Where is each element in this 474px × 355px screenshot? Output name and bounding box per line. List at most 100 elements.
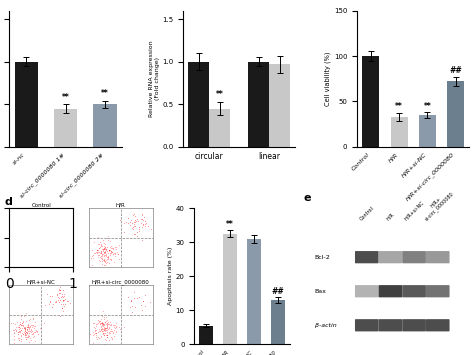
- Point: [56, 290, 64, 296]
- Point: [97, 256, 105, 261]
- Point: [101, 326, 109, 332]
- Point: [40, 320, 47, 326]
- Point: [23, 324, 31, 330]
- Point: [105, 247, 112, 252]
- Point: [102, 326, 110, 331]
- Point: [27, 337, 35, 342]
- Point: [105, 321, 112, 327]
- Point: [30, 255, 38, 260]
- Point: [100, 257, 108, 263]
- Point: [108, 250, 115, 255]
- Point: [100, 330, 108, 335]
- Bar: [199, 326, 213, 344]
- Point: [100, 332, 108, 338]
- Point: [97, 326, 104, 332]
- Point: [13, 258, 21, 264]
- Point: [21, 246, 28, 252]
- Point: [56, 297, 64, 303]
- Point: [24, 329, 31, 335]
- Point: [99, 332, 107, 337]
- Point: [20, 242, 28, 248]
- Point: [113, 320, 120, 326]
- Point: [9, 246, 17, 252]
- Point: [25, 248, 32, 253]
- Point: [131, 220, 139, 225]
- Point: [105, 324, 112, 330]
- Point: [24, 256, 32, 262]
- Point: [26, 249, 34, 255]
- Point: [18, 261, 26, 267]
- Point: [97, 250, 105, 256]
- Point: [92, 334, 100, 340]
- Point: [109, 246, 117, 252]
- Point: [28, 324, 36, 330]
- Point: [17, 247, 24, 252]
- Point: [137, 220, 145, 225]
- Point: [24, 250, 31, 255]
- Point: [19, 252, 27, 257]
- FancyBboxPatch shape: [355, 251, 379, 263]
- Point: [95, 329, 102, 335]
- Point: [108, 250, 116, 255]
- Y-axis label: Relative RNA expression
(Fold change): Relative RNA expression (Fold change): [149, 40, 160, 117]
- Point: [101, 319, 109, 324]
- Title: H/R+si-NC: H/R+si-NC: [27, 280, 55, 285]
- Point: [25, 227, 33, 233]
- Point: [106, 244, 114, 250]
- Point: [124, 220, 132, 226]
- Point: [129, 226, 137, 232]
- Point: [99, 256, 106, 262]
- Point: [20, 253, 27, 259]
- Bar: [271, 300, 285, 344]
- Point: [9, 327, 17, 332]
- Point: [105, 254, 112, 260]
- Point: [16, 319, 24, 325]
- Point: [29, 250, 36, 256]
- Point: [100, 327, 108, 333]
- Point: [23, 253, 30, 258]
- Point: [100, 324, 108, 329]
- Point: [99, 308, 107, 314]
- Point: [100, 332, 108, 338]
- Point: [24, 252, 32, 258]
- Point: [98, 246, 105, 252]
- Point: [107, 322, 115, 327]
- Point: [100, 250, 108, 255]
- Point: [24, 324, 32, 330]
- Point: [23, 327, 31, 333]
- Point: [102, 247, 110, 253]
- Point: [103, 244, 111, 250]
- Point: [17, 256, 25, 261]
- Point: [54, 293, 61, 298]
- Point: [31, 338, 38, 344]
- Point: [21, 240, 29, 246]
- Text: c: c: [332, 0, 339, 2]
- Point: [105, 330, 113, 336]
- Point: [99, 258, 106, 263]
- Point: [135, 225, 142, 230]
- Y-axis label: Cell viability (%): Cell viability (%): [325, 51, 331, 106]
- Point: [18, 245, 26, 251]
- Point: [128, 220, 136, 225]
- Point: [19, 318, 27, 323]
- FancyBboxPatch shape: [379, 251, 402, 263]
- Point: [101, 249, 109, 255]
- Title: H/R: H/R: [116, 203, 126, 208]
- Point: [138, 212, 146, 218]
- Point: [22, 334, 29, 339]
- Point: [31, 236, 38, 242]
- Text: d: d: [5, 197, 13, 207]
- Point: [2, 332, 9, 338]
- Point: [12, 327, 20, 333]
- Point: [100, 262, 108, 267]
- Point: [17, 321, 24, 327]
- Point: [18, 257, 26, 263]
- Point: [28, 245, 36, 251]
- Point: [101, 328, 109, 334]
- Point: [16, 242, 24, 248]
- Point: [60, 308, 67, 313]
- Point: [27, 253, 35, 258]
- Point: [100, 258, 108, 264]
- Point: [90, 329, 97, 335]
- Point: [100, 330, 107, 336]
